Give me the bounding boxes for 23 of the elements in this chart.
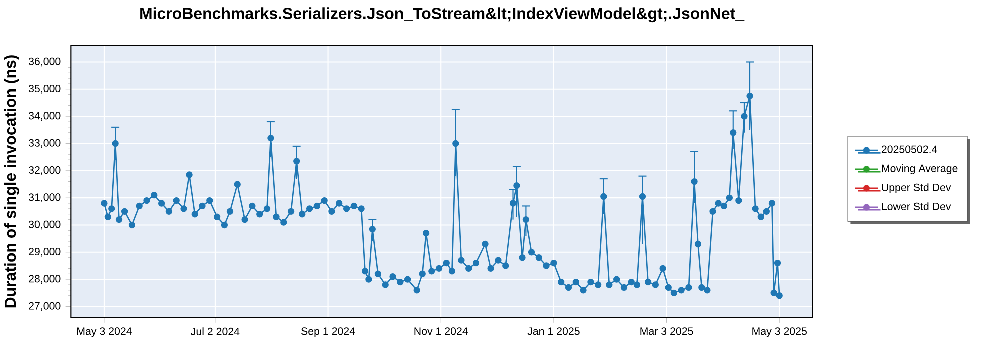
- y-tick-label: 34,000: [28, 112, 61, 122]
- legend-label: Lower Std Dev: [882, 202, 952, 211]
- y-tick-label: 31,000: [28, 194, 61, 203]
- x-tick-label: Nov 1 2024: [414, 328, 468, 336]
- legend-label: Moving Average: [882, 164, 958, 175]
- chart-title: MicroBenchmarks.Serializers.Json_ToStream&lt;IndexViewModel&gt;.JsonNet_: [140, 8, 745, 23]
- y-tick-label: 35,000: [28, 85, 61, 94]
- y-tick-label: 30,000: [28, 221, 61, 230]
- y-tick-label: 27,000: [29, 302, 61, 312]
- x-tick-label: Sep 1 2024: [302, 328, 356, 338]
- x-tick-label: Jan 1 2025: [528, 328, 580, 336]
- y-tick-label: 36,000: [28, 58, 61, 67]
- x-tick-label: Mar 3 2025: [640, 328, 694, 336]
- y-axis-title: Duration of single invocation (ns): [4, 56, 20, 308]
- legend-label: 20250502.4: [882, 146, 938, 154]
- y-tick-label: 28,000: [29, 275, 61, 284]
- x-tick-label: May 3 2024: [78, 328, 132, 338]
- legend-label: Upper Std Dev: [882, 184, 952, 194]
- y-tick-label: 32,000: [28, 166, 61, 176]
- x-tick-label: May 3 2025: [752, 328, 807, 338]
- y-tick-label: 33,000: [28, 140, 61, 148]
- y-tick-label: 29,000: [29, 248, 61, 258]
- x-tick-label: Jul 2 2024: [191, 328, 240, 336]
